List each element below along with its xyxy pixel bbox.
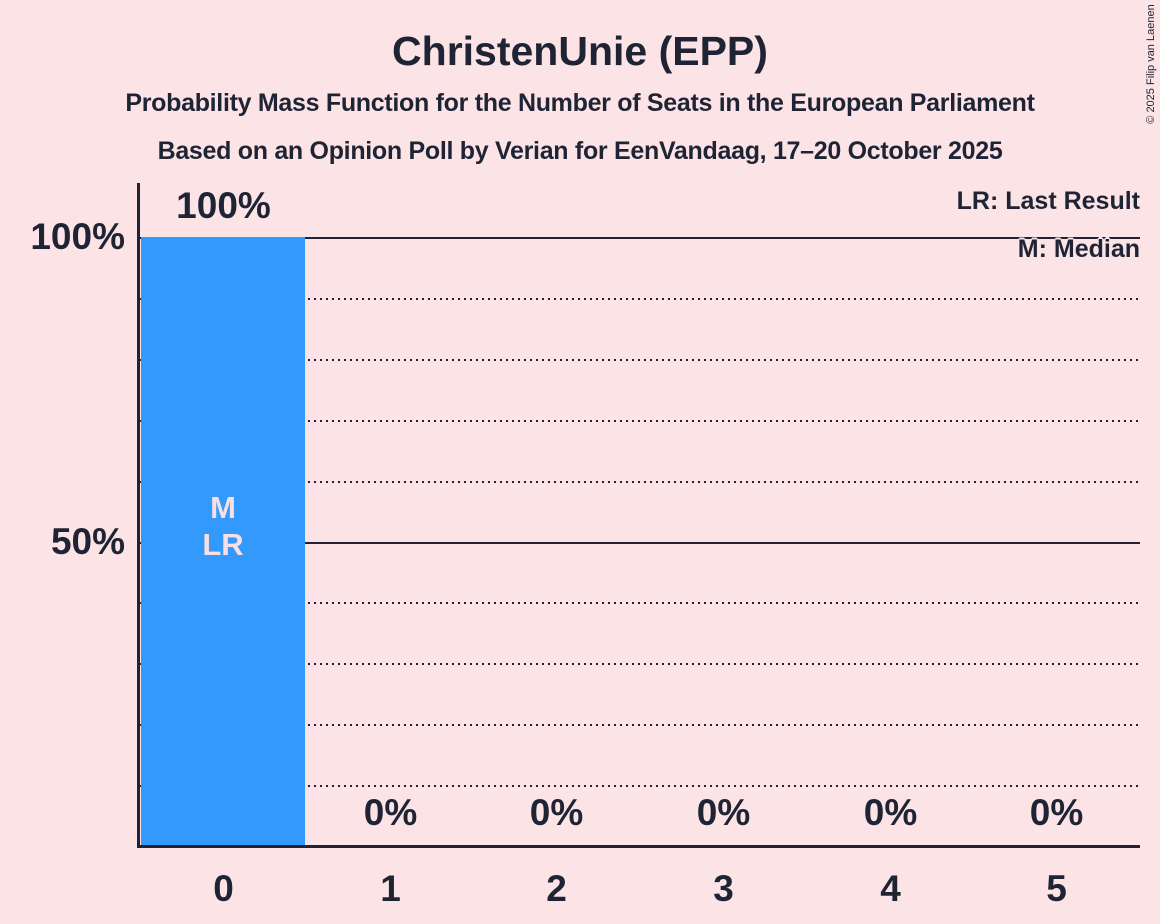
value-label-seat-2: 0%: [529, 792, 584, 833]
value-label-seat-0: 100%: [176, 185, 271, 226]
bar-seats-0: M LR: [141, 237, 305, 846]
x-tick-4: 4: [880, 868, 901, 909]
bar-annotation-median-lastresult: M LR: [141, 489, 305, 563]
gridline-90: [140, 298, 1140, 300]
copyright-notice: © 2025 Filip van Laenen: [1145, 4, 1157, 124]
x-tick-0: 0: [213, 868, 234, 909]
chart-title: ChristenUnie (EPP): [392, 28, 768, 74]
chart-source-line: Based on an Opinion Poll by Verian for E…: [157, 137, 1003, 165]
x-tick-1: 1: [380, 868, 401, 909]
gridline-100: [140, 237, 1140, 239]
gridline-30: [140, 663, 1140, 665]
value-label-seat-4: 0%: [863, 792, 918, 833]
gridline-10: [140, 785, 1140, 787]
value-label-seat-1: 0%: [363, 792, 418, 833]
gridline-80: [140, 359, 1140, 361]
gridline-50: [140, 542, 1140, 544]
median-marker: M: [210, 490, 236, 525]
y-axis-line: [137, 183, 140, 848]
y-axis-label-100: 100%: [30, 216, 125, 257]
gridline-40: [140, 602, 1140, 604]
chart-subtitle: Probability Mass Function for the Number…: [125, 89, 1035, 117]
x-tick-5: 5: [1046, 868, 1067, 909]
legend-last-result: LR: Last Result: [956, 187, 1140, 215]
gridline-20: [140, 724, 1140, 726]
x-axis-line: [137, 845, 1140, 848]
plot-area: M LR 100% 0% 0% 0% 0% 0%: [140, 186, 1140, 846]
last-result-marker: LR: [202, 527, 244, 562]
value-label-seat-5: 0%: [1029, 792, 1084, 833]
legend-median: M: Median: [1017, 235, 1140, 263]
x-tick-2: 2: [546, 868, 567, 909]
value-label-seat-3: 0%: [696, 792, 751, 833]
gridline-70: [140, 420, 1140, 422]
y-axis-label-50: 50%: [50, 521, 125, 562]
x-tick-3: 3: [713, 868, 734, 909]
gridline-60: [140, 481, 1140, 483]
